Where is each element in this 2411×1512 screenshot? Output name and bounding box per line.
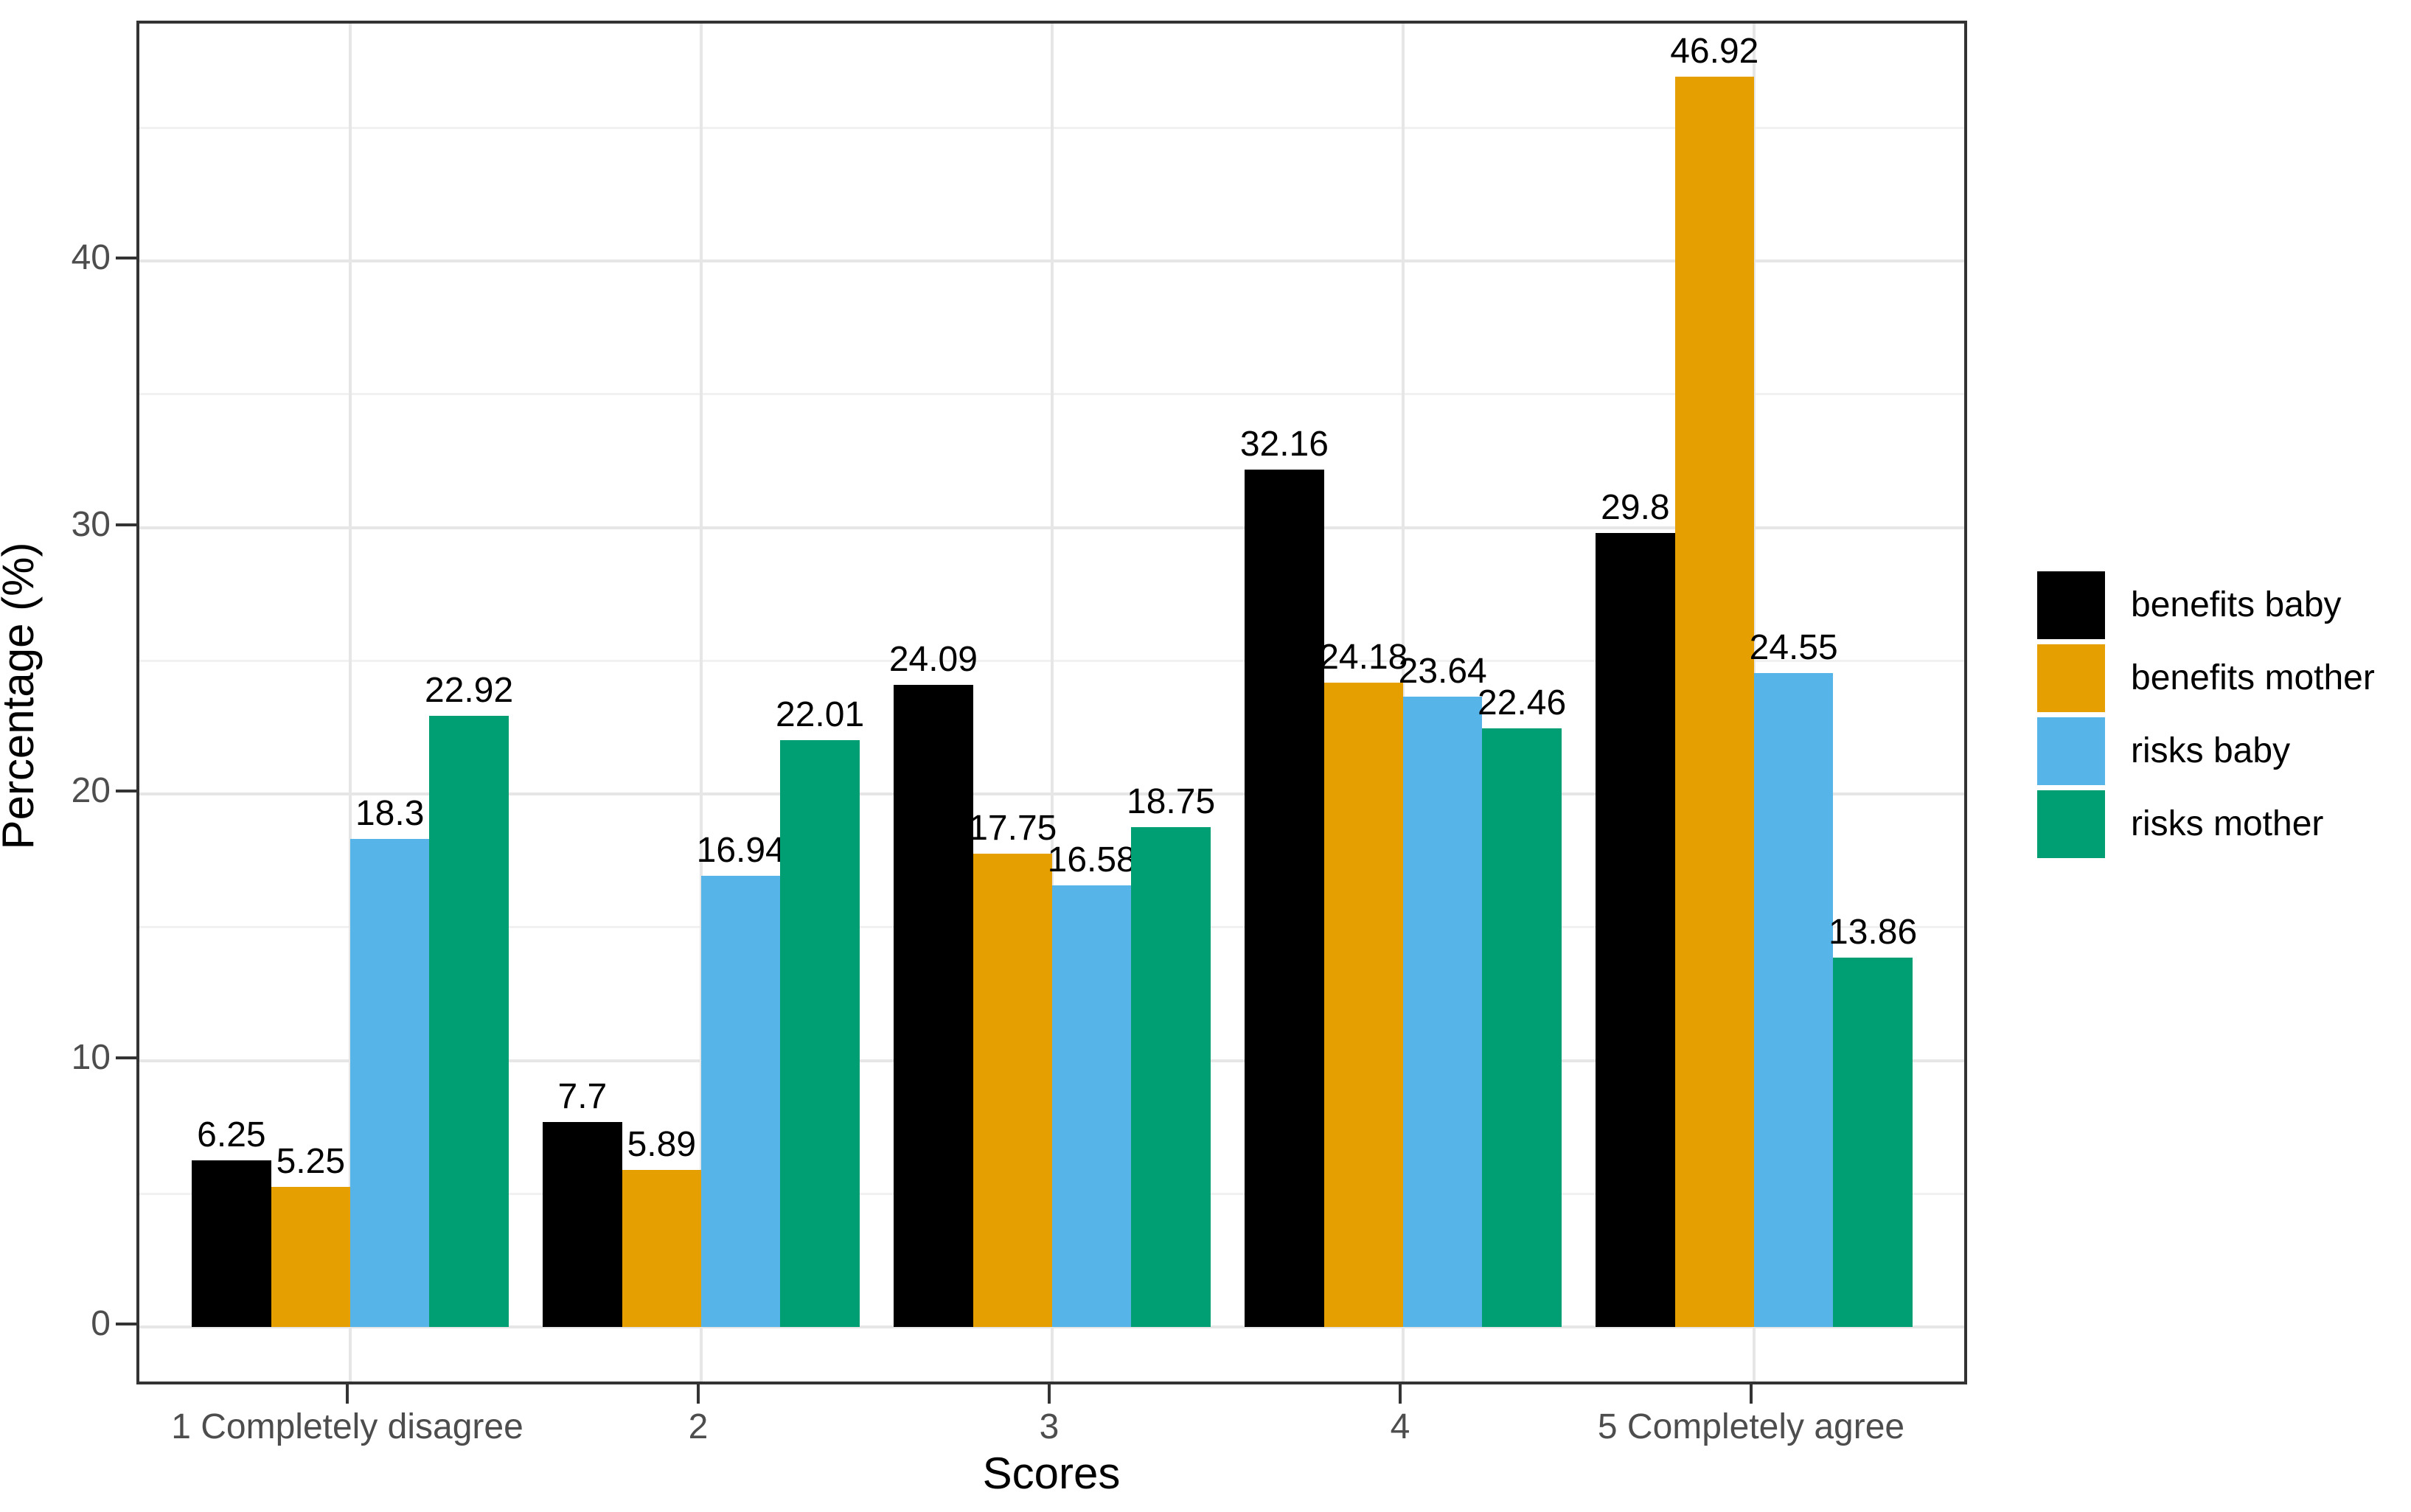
- y-tick-30: [116, 523, 136, 526]
- gridline-vertical-3: [1051, 24, 1054, 1382]
- legend-swatch-benefits-baby: [2037, 571, 2105, 639]
- y-tick-label-0: 0: [91, 1304, 111, 1343]
- y-tick-label-20: 20: [71, 771, 111, 810]
- bar-value-label: 22.01: [776, 695, 865, 735]
- bar-benefits-baby-score4: [1245, 470, 1324, 1327]
- y-tick-label-10: 10: [71, 1037, 111, 1077]
- x-tick-label-5: 5 Completely agree: [1597, 1407, 1905, 1446]
- bar-value-label: 18.75: [1127, 782, 1216, 822]
- bar-value-label: 17.75: [968, 809, 1057, 849]
- bar-value-label: 24.55: [1749, 627, 1838, 667]
- gridline-vertical-1: [349, 24, 352, 1382]
- legend-item: benefits mother: [2037, 644, 2375, 712]
- bar-benefits-mother-score5: [1674, 76, 1754, 1327]
- bar-risks-mother-score3: [1131, 827, 1211, 1327]
- bar-value-label: 32.16: [1239, 425, 1329, 464]
- bar-value-label: 7.7: [557, 1076, 608, 1116]
- bar-value-label: 16.94: [696, 830, 785, 870]
- bar-risks-baby-score4: [1403, 697, 1483, 1327]
- plot-panel: 6.25 7.7 24.09 32.16 29.8 5.25 5.89 17.75 24.18 4…: [136, 21, 1967, 1384]
- bar-risks-baby-score5: [1754, 672, 1834, 1327]
- bar-value-label: 29.8: [1601, 487, 1670, 527]
- bar-value-label: 22.46: [1478, 683, 1567, 723]
- legend-label: benefits baby: [2131, 585, 2342, 624]
- bar-risks-baby-score1: [350, 839, 430, 1327]
- bar-risks-mother-score4: [1482, 728, 1562, 1327]
- x-tick-4: [1399, 1384, 1402, 1404]
- y-tick-10: [116, 1056, 136, 1059]
- legend-label: risks baby: [2131, 731, 2291, 770]
- legend-item: benefits baby: [2037, 571, 2375, 639]
- bar-value-label: 18.3: [355, 794, 425, 834]
- bar-risks-baby-score2: [701, 875, 781, 1327]
- bar-value-label: 6.25: [197, 1115, 266, 1155]
- legend-swatch-risks-baby: [2037, 717, 2105, 785]
- x-tick-2: [697, 1384, 700, 1404]
- bar-value-label: 24.18: [1319, 637, 1408, 677]
- y-tick-20: [116, 790, 136, 792]
- legend-swatch-benefits-mother: [2037, 644, 2105, 712]
- bar-risks-mother-score1: [429, 716, 509, 1327]
- x-tick-label-2: 2: [688, 1407, 709, 1446]
- bar-benefits-baby-score1: [192, 1160, 271, 1327]
- bar-value-label: 16.58: [1047, 840, 1136, 879]
- x-tick-1: [346, 1384, 349, 1404]
- bar-risks-mother-score5: [1833, 957, 1913, 1327]
- legend-label: risks mother: [2131, 804, 2324, 843]
- bar-value-label: 24.09: [888, 640, 978, 680]
- bar-benefits-mother-score2: [622, 1170, 701, 1327]
- bar-benefits-baby-score2: [543, 1121, 622, 1327]
- x-tick-5: [1750, 1384, 1753, 1404]
- y-tick-label-40: 40: [71, 238, 111, 277]
- bar-value-label: 5.25: [276, 1142, 346, 1182]
- bar-benefits-mother-score3: [973, 854, 1052, 1327]
- y-tick-label-30: 30: [71, 504, 111, 544]
- bar-risks-baby-score3: [1052, 885, 1132, 1327]
- legend-item: risks mother: [2037, 790, 2375, 858]
- bar-value-label: 23.64: [1398, 652, 1487, 691]
- x-axis-title: Scores: [982, 1449, 1121, 1498]
- legend-label: benefits mother: [2131, 658, 2375, 697]
- legend: benefits baby benefits mother risks baby…: [2037, 571, 2375, 858]
- x-tick-label-4: 4: [1390, 1407, 1410, 1446]
- y-tick-0: [116, 1323, 136, 1325]
- x-tick-label-3: 3: [1039, 1407, 1060, 1446]
- bar-value-label: 5.89: [627, 1125, 697, 1165]
- bar-benefits-baby-score5: [1596, 532, 1675, 1327]
- y-tick-40: [116, 257, 136, 259]
- bar-benefits-mother-score1: [271, 1187, 350, 1327]
- x-tick-3: [1048, 1384, 1051, 1404]
- bar-value-label: 22.92: [425, 671, 514, 711]
- bar-risks-mother-score2: [780, 740, 860, 1327]
- gridline-vertical-2: [700, 24, 703, 1382]
- legend-item: risks baby: [2037, 717, 2375, 785]
- bar-value-label: 13.86: [1829, 912, 1918, 952]
- bar-benefits-mother-score4: [1323, 682, 1403, 1327]
- legend-swatch-risks-mother: [2037, 790, 2105, 858]
- x-tick-label-1: 1 Completely disagree: [171, 1407, 523, 1446]
- bar-benefits-baby-score3: [894, 685, 973, 1327]
- bar-value-label: 46.92: [1670, 31, 1759, 71]
